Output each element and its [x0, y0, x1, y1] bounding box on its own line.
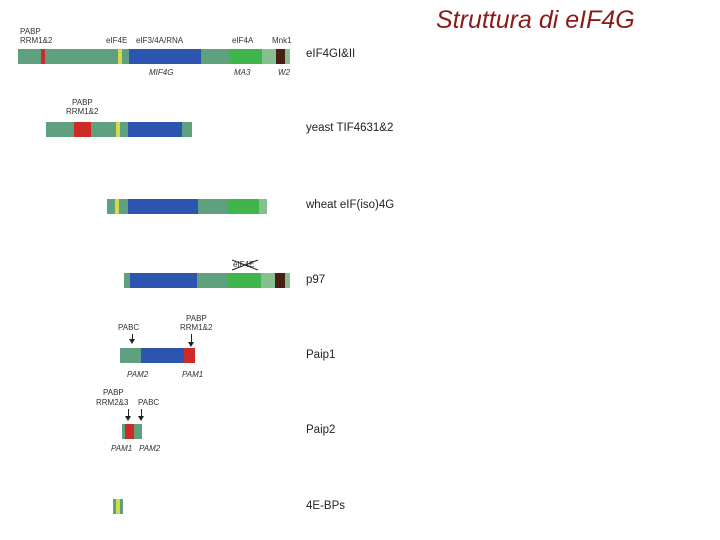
- paip1-pabp-label: PABP: [186, 314, 207, 323]
- segment: [107, 199, 115, 214]
- eif4g-rrm-label: RRM1&2: [20, 36, 53, 45]
- segment: [18, 49, 41, 64]
- segment: [119, 199, 128, 214]
- segment: [285, 49, 290, 64]
- segment: [124, 273, 130, 288]
- segment: [228, 273, 261, 288]
- segment: [120, 348, 141, 363]
- segment: [116, 499, 120, 514]
- paip1-pam1-label: PAM1: [182, 370, 204, 379]
- segment: [125, 424, 134, 439]
- segment: [285, 273, 290, 288]
- paip2-pabc-label: PABC: [138, 398, 160, 407]
- paip1-rrm-label: RRM1&2: [180, 323, 213, 332]
- strikethrough-cross-icon: [231, 259, 259, 271]
- segment: [130, 273, 197, 288]
- slide-title: Struttura di eIF4G: [436, 6, 635, 34]
- paip1-pabc-arrow-icon: [129, 334, 135, 344]
- segment: [275, 273, 285, 288]
- segment: [118, 49, 122, 64]
- eif4g-ma3-label: MA3: [234, 68, 251, 77]
- yeast-name: yeast TIF4631&2: [306, 122, 394, 134]
- eif4g-pabp-label: PABP: [20, 27, 41, 36]
- paip1-pabp-arrow-icon: [188, 334, 194, 347]
- eif4g-name: eIF4GI&II: [306, 48, 356, 60]
- segment: [201, 49, 229, 64]
- paip2-pabp-arrow-icon: [125, 409, 131, 421]
- segment: [227, 199, 259, 214]
- paip2-pabc-arrow-icon: [138, 409, 144, 421]
- eif4g-eif4e-label: eIF4E: [106, 36, 128, 45]
- yeast-rrm-label: RRM1&2: [66, 107, 99, 116]
- segment: [182, 122, 192, 137]
- bps-name: 4E-BPs: [306, 500, 345, 512]
- segment: [261, 273, 275, 288]
- segment: [262, 49, 276, 64]
- segment: [141, 348, 184, 363]
- segment: [120, 122, 128, 137]
- eif4g-w2-label: W2: [278, 68, 290, 77]
- segment: [184, 348, 195, 363]
- segment: [197, 273, 228, 288]
- segment: [115, 199, 119, 214]
- segment: [129, 49, 201, 64]
- yeast-pabp-label: PABP: [72, 98, 93, 107]
- paip2-domain-bar: [122, 424, 142, 439]
- segment: [122, 49, 129, 64]
- segment: [91, 122, 116, 137]
- segment: [116, 122, 120, 137]
- segment: [74, 122, 91, 137]
- paip1-domain-bar: [120, 348, 195, 363]
- segment: [120, 499, 123, 514]
- paip2-pabp-label: PABP: [103, 388, 124, 397]
- p97-domain-bar: [124, 273, 290, 288]
- bps-domain-bar: [113, 499, 123, 514]
- eif4g-eif3-label: eIF3/4A/RNA: [136, 36, 184, 45]
- eif4g-eif4a-label: eIF4A: [232, 36, 254, 45]
- segment: [134, 424, 142, 439]
- yeast-domain-bar: [46, 122, 192, 137]
- segment: [259, 199, 267, 214]
- segment: [128, 199, 198, 214]
- segment: [122, 424, 125, 439]
- paip2-name: Paip2: [306, 424, 336, 436]
- paip2-pam1-label: PAM1: [111, 444, 133, 453]
- segment: [128, 122, 182, 137]
- wheat-domain-bar: [107, 199, 267, 214]
- eif4g-mif4g-label: MIF4G: [149, 68, 174, 77]
- wheat-name: wheat eIF(iso)4G: [306, 199, 395, 211]
- eif4g-domain-bar: [18, 49, 290, 64]
- paip2-rrm-label: RRM2&3: [96, 398, 129, 407]
- segment: [113, 499, 116, 514]
- segment: [45, 49, 118, 64]
- paip1-pabc-label: PABC: [118, 323, 140, 332]
- p97-name: p97: [306, 274, 326, 286]
- paip1-name: Paip1: [306, 349, 336, 361]
- segment: [276, 49, 285, 64]
- paip2-pam2-label: PAM2: [139, 444, 161, 453]
- paip1-pam2-label: PAM2: [127, 370, 149, 379]
- segment: [41, 49, 45, 64]
- segment: [198, 199, 227, 214]
- segment: [46, 122, 74, 137]
- eif4g-mnk1-label: Mnk1: [272, 36, 292, 45]
- segment: [229, 49, 262, 64]
